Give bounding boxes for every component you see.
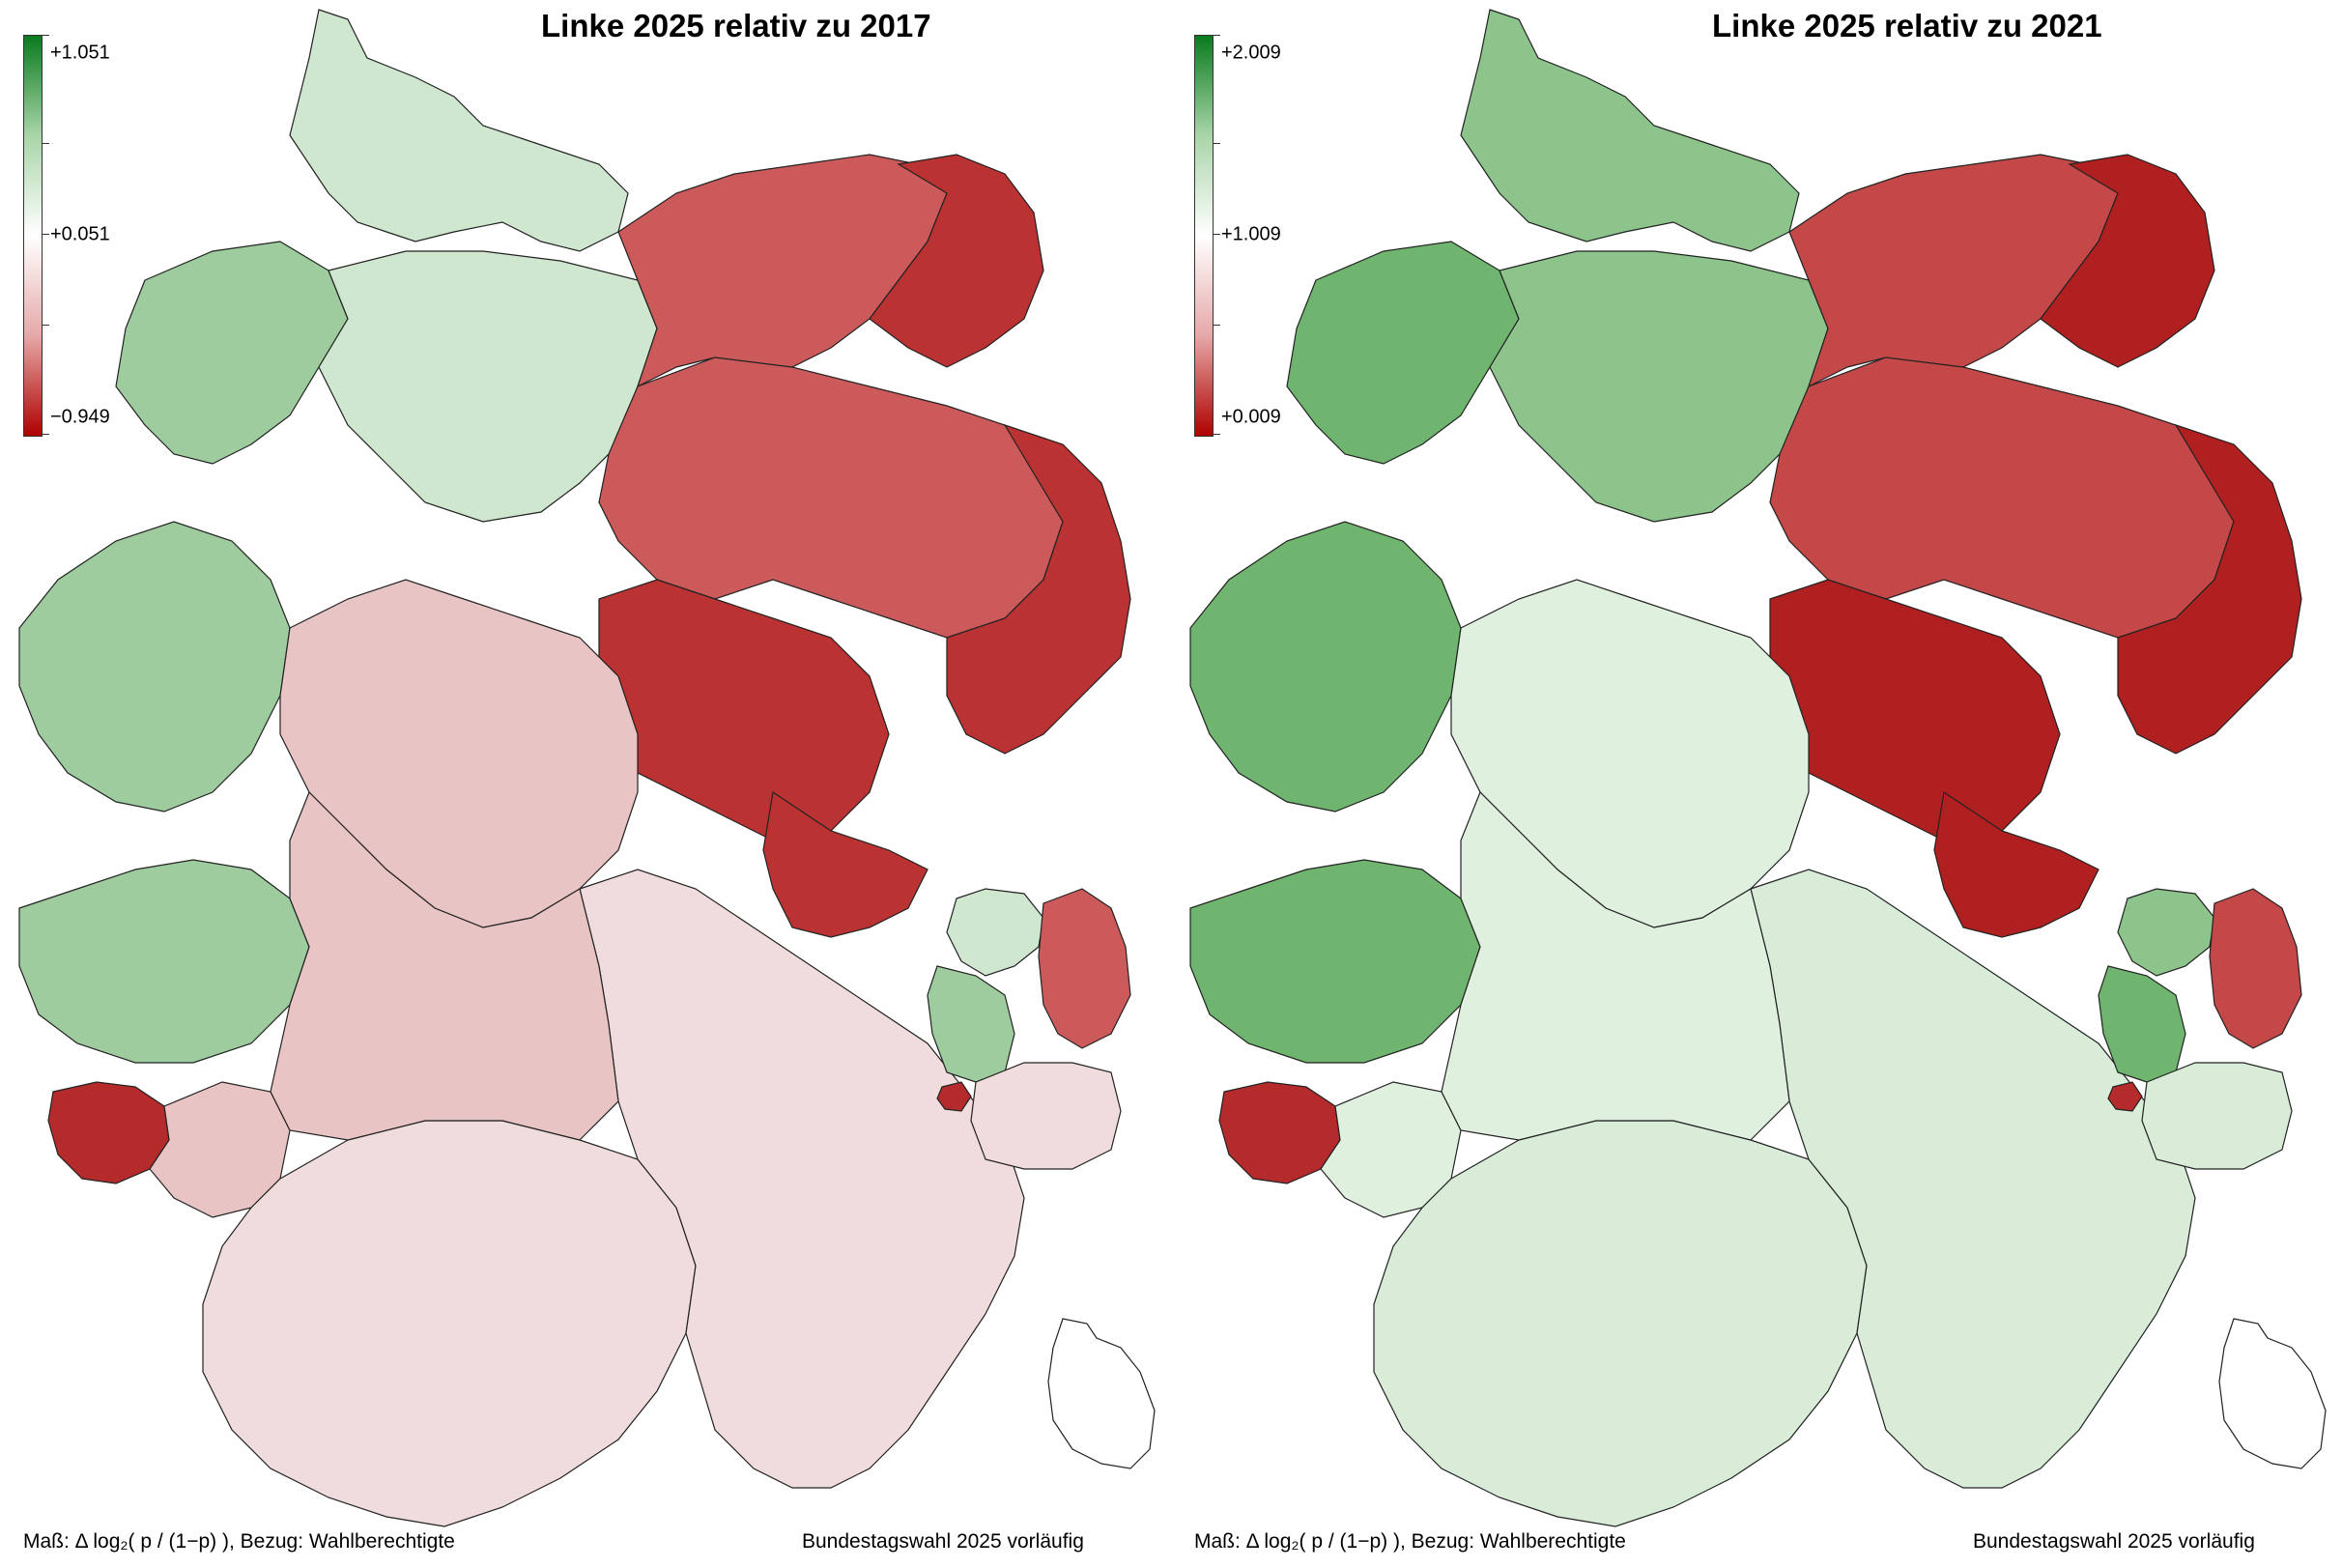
region-north-west xyxy=(18,521,291,813)
inset-state-east xyxy=(2209,888,2302,1049)
legend-mid-label: +0.051 xyxy=(50,223,110,245)
inset-state-south xyxy=(2141,1062,2293,1170)
region-north-west xyxy=(18,859,310,1064)
region-south-west xyxy=(1441,790,1790,1141)
legend-tick xyxy=(42,434,49,435)
map-regions xyxy=(18,9,1131,1527)
measure-note: Maß: Δ log₂( p / (1−p) ), Bezug: Wahlber… xyxy=(23,1530,455,1553)
region-south xyxy=(202,1120,697,1527)
germany-constituency-map xyxy=(1189,9,2327,1527)
region-south-west xyxy=(270,790,619,1141)
germany-constituency-map xyxy=(18,9,1156,1527)
region-north xyxy=(318,250,658,523)
region-east-dark xyxy=(2117,423,2302,755)
source-note: Bundestagswahl 2025 vorläufig xyxy=(802,1530,1084,1553)
legend-min-label: +0.009 xyxy=(1221,406,1281,428)
region-north-west xyxy=(1189,859,1481,1064)
source-note: Bundestagswahl 2025 vorläufig xyxy=(1973,1530,2255,1553)
region-south xyxy=(1750,869,2196,1489)
color-scale-bar xyxy=(23,35,43,437)
color-scale-bar xyxy=(1194,35,1214,437)
legend-tick xyxy=(1213,325,1220,326)
region-east xyxy=(617,154,948,388)
legend-tick xyxy=(1213,434,1220,435)
region-north xyxy=(1489,250,1829,523)
map-regions xyxy=(1189,9,2302,1527)
inset-state-east xyxy=(1038,888,1131,1049)
inset-map-outline xyxy=(2218,1318,2327,1469)
region-north xyxy=(1460,9,1800,252)
region-east-dark xyxy=(598,579,890,851)
legend-tick xyxy=(1213,234,1220,235)
legend-min-label: −0.949 xyxy=(50,406,110,428)
region-south xyxy=(1373,1120,1868,1527)
legend-max-label: +1.051 xyxy=(50,42,110,64)
inset-map-states xyxy=(2098,888,2302,1170)
region-north-west xyxy=(1189,521,1462,813)
legend-tick xyxy=(1213,35,1220,36)
inset-state-south xyxy=(970,1062,1122,1170)
legend-tick xyxy=(42,234,49,235)
region-south xyxy=(579,869,1025,1489)
inset-state-north xyxy=(946,888,1044,977)
region-north xyxy=(289,9,629,252)
region-north-west xyxy=(1286,241,1520,465)
region-east-dark xyxy=(869,154,1044,368)
inset-state-north xyxy=(2117,888,2215,977)
legend-max-label: +2.009 xyxy=(1221,42,1281,64)
legend-tick xyxy=(42,143,49,144)
map-panel-2017: Linke 2025 relativ zu 2017 +1.051 +0.051… xyxy=(18,8,1156,1553)
inset-map-states xyxy=(927,888,1131,1170)
map-panel-2021: Linke 2025 relativ zu 2021 +2.009 +1.009… xyxy=(1171,0,2342,1568)
inset-state-saar xyxy=(936,1081,972,1112)
region-east-dark xyxy=(1933,790,2099,938)
region-east-dark xyxy=(762,790,928,938)
map-title: Linke 2025 relativ zu 2017 xyxy=(541,8,931,43)
region-east xyxy=(1788,154,2119,388)
legend-tick xyxy=(42,35,49,36)
region-east-dark xyxy=(1769,579,2061,851)
region-east-dark xyxy=(946,423,1131,755)
inset-state-saar xyxy=(2107,1081,2143,1112)
region-east-dark xyxy=(2040,154,2215,368)
measure-note: Maß: Δ log₂( p / (1−p) ), Bezug: Wahlber… xyxy=(1194,1530,1626,1553)
legend-mid-label: +1.009 xyxy=(1221,223,1281,245)
legend-tick xyxy=(42,325,49,326)
legend-tick xyxy=(1213,143,1220,144)
inset-map-outline xyxy=(1047,1318,1156,1469)
map-title: Linke 2025 relativ zu 2021 xyxy=(1712,8,2102,43)
region-north-west xyxy=(115,241,349,465)
